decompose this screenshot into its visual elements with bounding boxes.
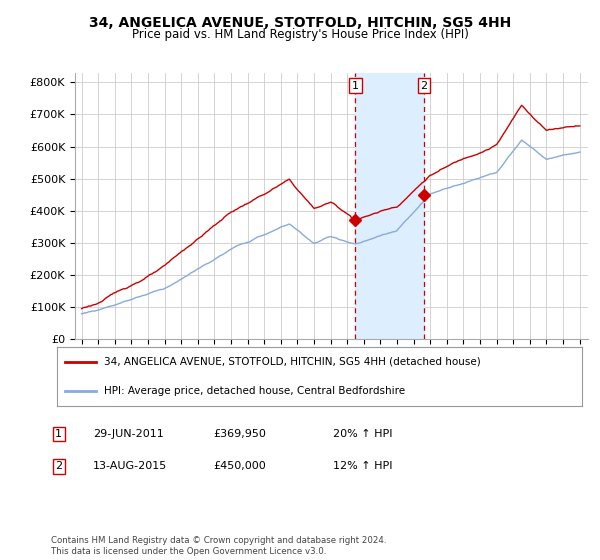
Text: 29-JUN-2011: 29-JUN-2011 — [93, 429, 164, 439]
Text: £369,950: £369,950 — [213, 429, 266, 439]
Text: Contains HM Land Registry data © Crown copyright and database right 2024.
This d: Contains HM Land Registry data © Crown c… — [51, 536, 386, 556]
Bar — [355, 73, 424, 339]
Text: Price paid vs. HM Land Registry's House Price Index (HPI): Price paid vs. HM Land Registry's House … — [131, 28, 469, 41]
Text: 2: 2 — [55, 461, 62, 472]
Text: 12% ↑ HPI: 12% ↑ HPI — [333, 461, 392, 472]
Text: 1: 1 — [352, 81, 359, 91]
Text: 20% ↑ HPI: 20% ↑ HPI — [333, 429, 392, 439]
Text: £450,000: £450,000 — [213, 461, 266, 472]
Text: 34, ANGELICA AVENUE, STOTFOLD, HITCHIN, SG5 4HH (detached house): 34, ANGELICA AVENUE, STOTFOLD, HITCHIN, … — [104, 357, 481, 367]
Text: 34, ANGELICA AVENUE, STOTFOLD, HITCHIN, SG5 4HH: 34, ANGELICA AVENUE, STOTFOLD, HITCHIN, … — [89, 16, 511, 30]
Text: 1: 1 — [55, 429, 62, 439]
Text: 2: 2 — [421, 81, 427, 91]
Text: 13-AUG-2015: 13-AUG-2015 — [93, 461, 167, 472]
Text: HPI: Average price, detached house, Central Bedfordshire: HPI: Average price, detached house, Cent… — [104, 386, 406, 396]
